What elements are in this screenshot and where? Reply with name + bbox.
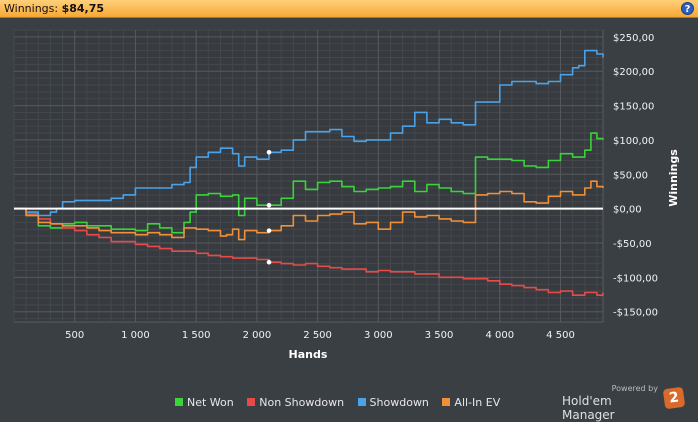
series-markers bbox=[266, 149, 272, 265]
help-icon[interactable]: ? bbox=[681, 2, 694, 15]
plot-area bbox=[13, 29, 604, 323]
x-tick-label: 3 500 bbox=[425, 330, 454, 341]
legend-label-net-won: Net Won bbox=[187, 396, 234, 409]
brand-name: Hold'em Manager bbox=[562, 394, 615, 422]
gridlines bbox=[13, 29, 603, 322]
x-tick-label: 500 bbox=[65, 330, 84, 341]
x-tick-label: 1 000 bbox=[121, 330, 150, 341]
y-tick-label: $150,00 bbox=[613, 102, 654, 113]
y-tick-label: $0,00 bbox=[613, 205, 642, 216]
y-tick-label: $100,00 bbox=[613, 136, 654, 147]
series-marker-non-showdown bbox=[266, 259, 272, 265]
x-tick-labels: 500 1 000 1 500 2 000 2 500 3 000 3 500 4 000 4 … bbox=[65, 330, 575, 341]
legend-item-net-won[interactable]: Net Won bbox=[175, 396, 234, 409]
series-line-showdown bbox=[14, 49, 604, 217]
x-tick-label: 4 500 bbox=[546, 330, 575, 341]
legend-swatch-non-showdown bbox=[247, 398, 256, 406]
x-tick-label: 3 000 bbox=[364, 330, 393, 341]
y-tick-labels: $250,00 $200,00 $150,00 $100,00 $50,00 $0,00 -… bbox=[613, 33, 658, 319]
legend-label-non-showdown: Non Showdown bbox=[259, 396, 345, 409]
powered-by-text: Powered by bbox=[611, 384, 658, 393]
series-line-non-showdown bbox=[14, 207, 604, 296]
y-tick-label: $250,00 bbox=[613, 33, 654, 44]
legend-swatch-all-in-ev bbox=[442, 398, 451, 406]
x-tick-label: 1 500 bbox=[182, 330, 211, 341]
x-tick-label: 2 500 bbox=[303, 330, 332, 341]
winnings-value: $84,75 bbox=[61, 2, 105, 15]
legend-swatch-showdown bbox=[357, 398, 366, 406]
legend-label-all-in-ev: All-In EV bbox=[454, 396, 501, 409]
x-tick-label: 4 000 bbox=[485, 330, 514, 341]
series-line-net-won bbox=[14, 132, 604, 234]
series-lines bbox=[14, 49, 604, 296]
winnings-label: Winnings: bbox=[4, 2, 59, 15]
brand-logo: Powered by Hold'em Manager 2 bbox=[562, 384, 688, 422]
legend-item-showdown[interactable]: Showdown bbox=[357, 396, 429, 409]
series-marker-net-won bbox=[266, 202, 272, 208]
y-tick-label: $200,00 bbox=[613, 67, 654, 78]
y-tick-label: -$100,00 bbox=[613, 273, 658, 284]
legend: Net Won Non Showdown Showdown All-In EV bbox=[175, 396, 510, 410]
y-tick-label: -$50,00 bbox=[613, 239, 652, 250]
header-bar: Winnings: $84,75 ? bbox=[0, 0, 698, 18]
winnings-summary: Winnings: $84,75 bbox=[4, 2, 104, 15]
x-axis-title: Hands bbox=[289, 348, 328, 361]
series-marker-all-in-ev bbox=[266, 228, 272, 233]
legend-item-all-in-ev[interactable]: All-In EV bbox=[442, 396, 500, 409]
legend-label-showdown: Showdown bbox=[369, 396, 429, 409]
series-marker-showdown bbox=[266, 149, 272, 155]
y-axis-title: Winnings bbox=[667, 149, 680, 207]
series-line-all-in-ev bbox=[14, 180, 604, 241]
x-tick-label: 2 000 bbox=[243, 330, 272, 341]
y-tick-label: -$150,00 bbox=[613, 308, 658, 319]
hem2-logo-icon: 2 bbox=[662, 386, 686, 410]
legend-swatch-net-won bbox=[175, 398, 183, 406]
legend-item-non-showdown[interactable]: Non Showdown bbox=[247, 396, 344, 409]
y-tick-label: $50,00 bbox=[613, 170, 648, 181]
winnings-chart: 500 1 000 1 500 2 000 2 500 3 000 3 500 4 000 4 … bbox=[13, 29, 680, 361]
